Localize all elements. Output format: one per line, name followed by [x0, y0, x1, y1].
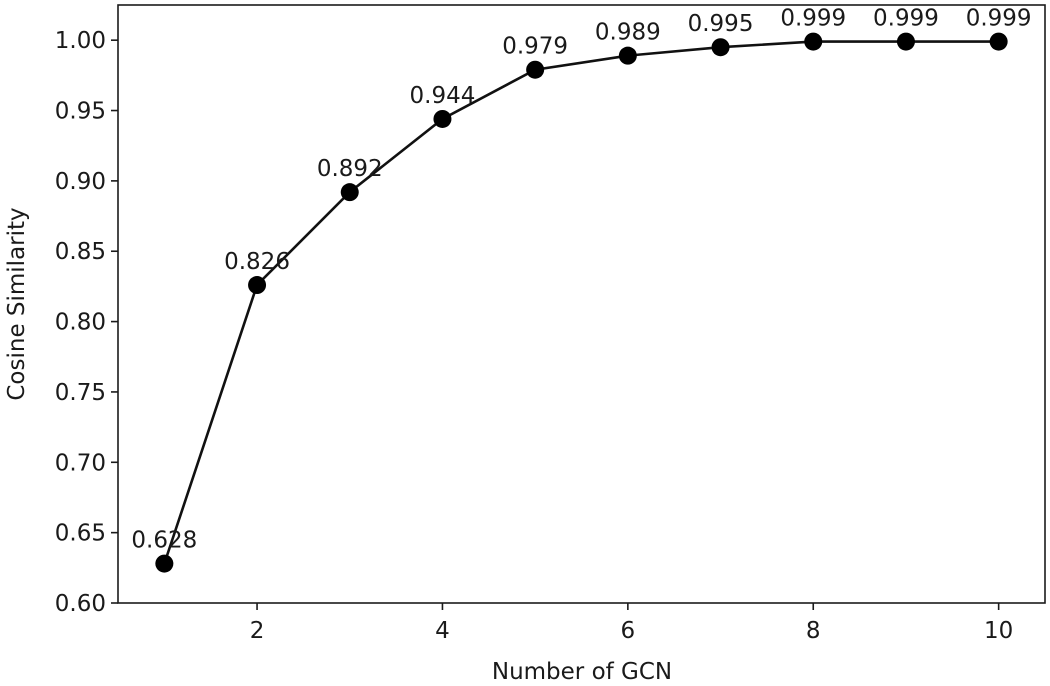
data-label: 0.979 [502, 34, 568, 60]
plot-area [117, 4, 1046, 604]
y-tick-label: 0.85 [55, 239, 106, 265]
data-label: 0.989 [595, 20, 661, 46]
data-point [526, 60, 545, 79]
x-tick-label: 4 [435, 618, 450, 644]
data-label: 0.999 [966, 6, 1032, 32]
data-point [340, 183, 359, 202]
y-tick-label: 1.00 [55, 28, 106, 54]
series-line [163, 40, 999, 565]
data-point [896, 32, 915, 51]
data-point [989, 32, 1008, 51]
x-tick-label: 6 [621, 618, 636, 644]
data-label: 0.995 [688, 11, 754, 37]
y-tick-label: 0.80 [55, 310, 106, 336]
data-label: 0.892 [317, 156, 383, 182]
data-point [155, 554, 174, 573]
y-axis-title: Cosine Similarity [4, 207, 30, 400]
data-point [804, 32, 823, 51]
series-layer [155, 32, 1008, 573]
x-tick-label: 8 [806, 618, 821, 644]
y-tick-label: 0.70 [55, 450, 106, 476]
data-label: 0.999 [873, 6, 939, 32]
data-label: 0.999 [780, 6, 846, 32]
data-label: 0.826 [224, 249, 290, 275]
data-point [711, 38, 730, 57]
y-tick-label: 0.60 [55, 591, 106, 617]
data-point [248, 276, 267, 295]
data-point [433, 109, 452, 128]
y-tick-label: 0.95 [55, 99, 106, 125]
y-tick-label: 0.65 [55, 521, 106, 547]
x-tick-label: 10 [984, 618, 1013, 644]
y-tick-label: 0.75 [55, 380, 106, 406]
axes-frame [117, 4, 1046, 604]
x-axis-ticks: 2 4 6 8 10 [250, 603, 1013, 644]
x-tick-label: 2 [250, 618, 265, 644]
data-point [618, 46, 637, 65]
data-label: 0.628 [131, 528, 197, 554]
y-axis-ticks: 0.60 0.65 0.70 0.75 0.80 0.85 0.90 0.95 1.00 [55, 28, 118, 617]
x-axis-title: Number of GCN [492, 659, 672, 685]
data-labels: 0.628 0.826 0.892 0.944 0.979 0.989 0.995 0.999… [131, 6, 1031, 554]
y-tick-label: 0.90 [55, 169, 106, 195]
data-label: 0.944 [410, 83, 476, 109]
